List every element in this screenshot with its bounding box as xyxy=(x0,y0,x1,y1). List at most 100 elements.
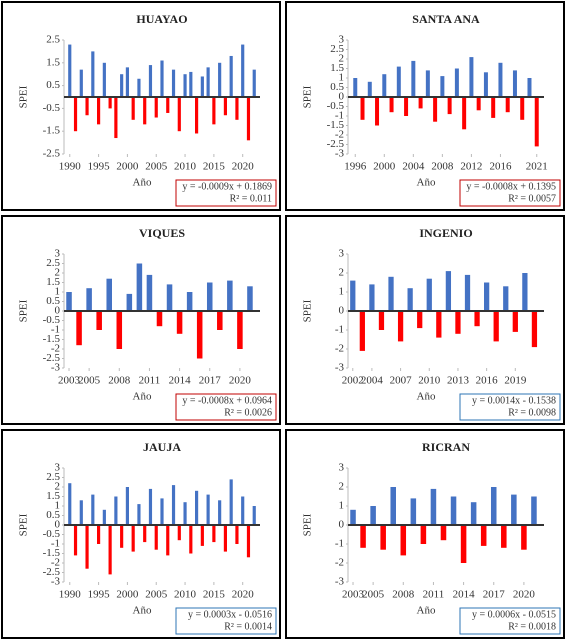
bar xyxy=(154,525,158,550)
bar xyxy=(367,81,372,97)
panel-border xyxy=(285,1,565,211)
bar xyxy=(410,498,417,525)
y-tick-label: -1 xyxy=(51,324,60,336)
y-tick-label: -2 xyxy=(335,343,344,355)
bar xyxy=(436,311,442,338)
y-tick-label: -1 xyxy=(51,538,60,550)
bar xyxy=(108,525,112,575)
bar xyxy=(521,525,527,550)
bar xyxy=(85,525,89,569)
y-tick-label: -2.5 xyxy=(43,352,61,364)
bar xyxy=(143,525,147,543)
y-axis-label: SPEI xyxy=(18,513,30,536)
x-tick-label: 2010 xyxy=(174,161,197,173)
y-tick-label: 3 xyxy=(55,248,61,260)
y-tick-label: 2.5 xyxy=(46,34,60,46)
bar xyxy=(241,496,245,525)
bar xyxy=(501,525,507,548)
x-axis-label: Año xyxy=(133,391,152,403)
x-tick-label: 2007 xyxy=(390,375,413,387)
bar xyxy=(196,311,203,359)
y-tick-label: -2 xyxy=(335,557,344,569)
x-axis-label: Año xyxy=(417,391,436,403)
bar xyxy=(390,487,396,525)
bar xyxy=(503,286,509,311)
bar xyxy=(531,311,538,348)
bar xyxy=(177,525,181,541)
x-tick-label: 2002 xyxy=(342,375,364,387)
bar xyxy=(417,311,423,329)
bar xyxy=(131,525,135,552)
bar xyxy=(125,487,129,525)
bar xyxy=(229,55,233,97)
bar xyxy=(426,278,432,311)
bar xyxy=(474,311,480,327)
y-tick-label: -1.5 xyxy=(43,333,61,345)
y-tick-label: -2 xyxy=(51,557,60,569)
bar xyxy=(73,525,78,556)
panel-border xyxy=(1,429,281,639)
bar xyxy=(493,311,499,342)
bar xyxy=(200,525,204,546)
bar xyxy=(460,525,467,563)
bar xyxy=(241,44,245,97)
x-tick-label: 2005 xyxy=(362,589,385,601)
bar xyxy=(490,487,497,525)
chart-title: HUAYAO xyxy=(136,12,187,26)
x-tick-label: 2019 xyxy=(504,375,527,387)
x-tick-label: 1990 xyxy=(59,161,82,173)
y-tick-label: 1 xyxy=(55,286,61,298)
bar xyxy=(212,97,216,125)
equation-box xyxy=(459,393,561,421)
bar xyxy=(522,273,528,311)
bar xyxy=(430,488,437,525)
x-tick-label: 2016 xyxy=(476,375,499,387)
bar xyxy=(73,97,78,132)
y-tick-label: -2 xyxy=(335,129,344,141)
bar xyxy=(246,97,251,141)
bar xyxy=(483,72,488,97)
x-tick-label: 2011 xyxy=(139,375,161,387)
bar xyxy=(97,97,101,125)
trend-equation: y = -0.0008x + 0.0964 xyxy=(182,395,272,406)
bar xyxy=(470,502,477,525)
x-tick-label: 2020 xyxy=(229,375,252,387)
bar xyxy=(359,311,365,351)
y-axis-label: SPEI xyxy=(18,299,30,322)
x-tick-label: 2015 xyxy=(203,589,226,601)
x-tick-label: 2014 xyxy=(169,375,192,387)
bar xyxy=(85,97,89,116)
x-tick-label: 2010 xyxy=(174,589,197,601)
bar xyxy=(476,97,481,111)
bar xyxy=(114,97,118,139)
chart-panel: JAUJASPEIAño-3-2.5-2-1.5-1-0.500.511.522… xyxy=(1,429,281,639)
x-tick-label: 2016 xyxy=(489,161,512,173)
bar xyxy=(160,60,164,97)
bar xyxy=(450,496,457,525)
x-tick-label: 2008 xyxy=(108,375,131,387)
y-tick-label: -1 xyxy=(335,538,344,550)
x-tick-label: 2000 xyxy=(116,589,139,601)
bar xyxy=(176,311,183,334)
trend-equation: y = 0.0014x - 0.1538 xyxy=(472,395,556,406)
bar xyxy=(388,276,394,311)
y-tick-label: 2 xyxy=(339,267,345,279)
y-tick-label: -1 xyxy=(335,110,344,122)
bar xyxy=(143,97,147,125)
bar xyxy=(229,479,233,525)
y-tick-label: -0.5 xyxy=(43,314,61,326)
trend-equation: y = 0.0006x - 0.0515 xyxy=(472,609,556,620)
y-tick-label: 1 xyxy=(339,72,345,84)
bar xyxy=(102,509,106,525)
bar xyxy=(480,525,487,546)
y-tick-label: 3 xyxy=(55,462,61,474)
y-tick-label: 3 xyxy=(339,248,345,260)
bar xyxy=(166,97,170,113)
bar xyxy=(375,97,380,126)
bar xyxy=(171,69,176,97)
x-tick-label: 2020 xyxy=(513,589,536,601)
bar xyxy=(407,288,413,311)
y-tick-label: 2.5 xyxy=(46,257,60,269)
bar xyxy=(396,66,401,97)
